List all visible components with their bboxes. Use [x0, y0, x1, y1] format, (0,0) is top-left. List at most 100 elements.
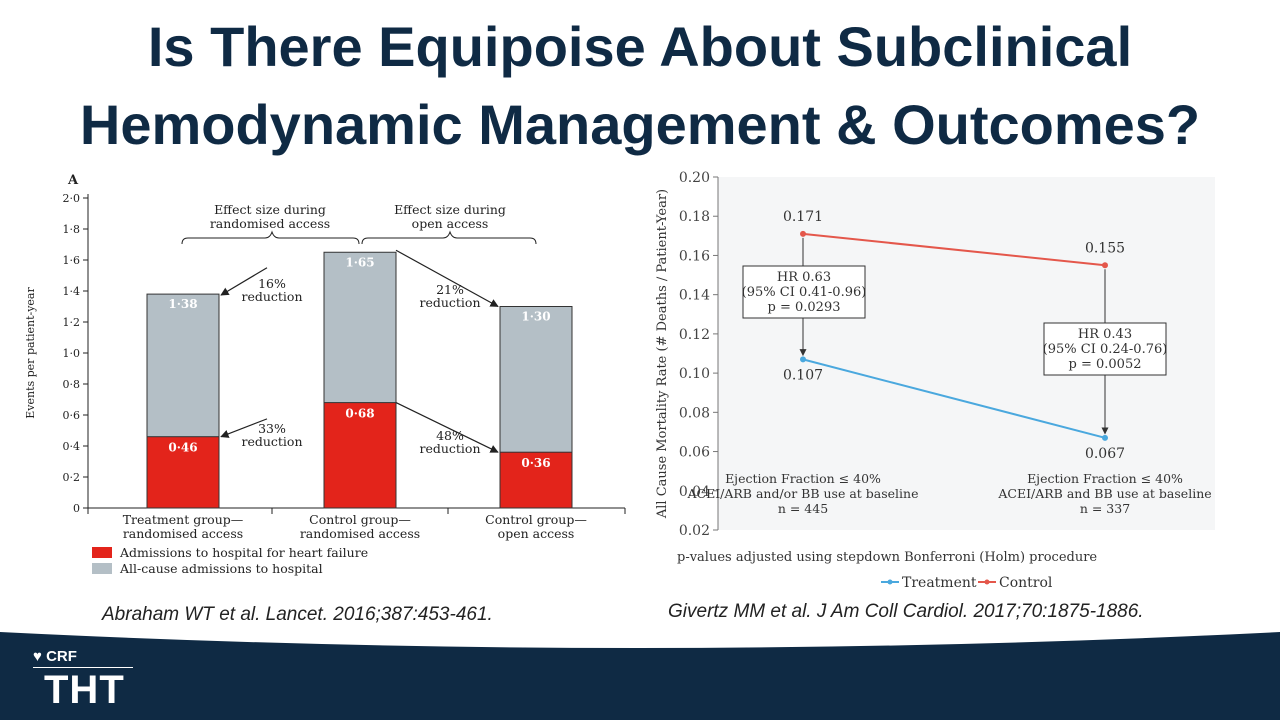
reduction-arrow: [395, 402, 499, 453]
footer-wave: [0, 632, 1280, 720]
data-label: 0.155: [1085, 240, 1125, 256]
y-tick-label: 0.08: [679, 405, 710, 421]
y-tick-label: 0·2: [63, 471, 81, 484]
x-category-label: n = 445: [778, 501, 828, 516]
x-category-label: randomised access: [123, 526, 243, 541]
hr-box-text: HR 0.63: [777, 270, 831, 285]
data-point-control: [800, 230, 806, 237]
bar-chart: A 0 0·2 0·4 0·6 0·8 1·0 1·2 1·4 1·6 1·8 2·0 Events p…: [24, 173, 626, 576]
reduction-arrow: [220, 418, 268, 438]
y-tick-label: 0.12: [679, 327, 710, 343]
x-category-label: ACEI/ARB and BB use at baseline: [997, 486, 1211, 501]
legend-swatch-heart-failure: [92, 547, 112, 558]
y-tick-label: 0.04: [679, 484, 710, 500]
y-tick-label: 0.06: [679, 445, 710, 461]
hr-box-text: HR 0.43: [1078, 327, 1132, 342]
x-category-label: randomised access: [300, 526, 420, 541]
footer-band: [0, 632, 1280, 720]
hr-box: [1043, 322, 1167, 376]
series-line-treatment: [802, 358, 1106, 439]
data-point-treatment: [1102, 434, 1108, 441]
legend-swatch-all-cause: [92, 563, 112, 574]
crf-logo: ♥ CRF: [33, 648, 77, 665]
hr-box-text: p = 0.0293: [768, 300, 841, 315]
y-tick-label: 1·2: [63, 316, 81, 329]
data-point-treatment: [800, 356, 806, 363]
reduction-annotation: 33%: [258, 421, 286, 436]
x-category-label: ACEI/ARB and/or BB use at baseline: [687, 486, 919, 501]
line-chart-panel: 0.02 0.04 0.06 0.08 0.10 0.12 0.14 0.16 0.18 0.20…: [640, 165, 1230, 600]
y-tick-label: 1·4: [63, 285, 81, 298]
bar-value-label: 1·38: [168, 297, 197, 311]
x-category-label: Ejection Fraction ≤ 40%: [1027, 471, 1183, 486]
legend-label: Control: [999, 575, 1053, 591]
reduction-arrow: [220, 267, 268, 296]
x-category-label: Control group—: [485, 512, 587, 527]
reduction-annotation: 48%: [436, 428, 464, 443]
hr-box-text: p = 0.0052: [1069, 357, 1142, 372]
x-category-label: open access: [498, 526, 575, 541]
y-tick-label: 0.02: [679, 523, 710, 539]
y-tick-label: 0.16: [679, 248, 710, 264]
group-header: open access: [412, 216, 489, 231]
y-tick-label: 0·6: [63, 409, 81, 422]
reduction-annotation: reduction: [241, 434, 302, 449]
panel-label: A: [67, 173, 79, 188]
bar-value-label: 1·65: [345, 255, 374, 269]
y-tick-label: 0.14: [679, 288, 710, 304]
group-header: Effect size during: [214, 202, 326, 217]
y-tick-label: 0.10: [679, 366, 710, 382]
bracket: [181, 230, 360, 245]
bar-value-label: 1·30: [521, 310, 550, 324]
bracket: [361, 230, 537, 245]
reduction-annotation: 16%: [258, 276, 286, 291]
bar-heart-failure: [499, 451, 573, 509]
bar-heart-failure: [323, 402, 397, 509]
legend-label: Admissions to hospital for heart failure: [119, 545, 368, 560]
footnote: p-values adjusted using stepdown Bonferr…: [677, 550, 1097, 565]
y-tick-label: 0.20: [679, 170, 710, 186]
legend-label: Treatment: [902, 575, 977, 591]
y-tick-label: 1·8: [63, 223, 81, 236]
legend-marker: [887, 579, 893, 585]
citation-right: Givertz MM et al. J Am Coll Cardiol. 201…: [668, 601, 1144, 622]
data-point-control: [1102, 262, 1108, 269]
x-category-label: Control group—: [309, 512, 411, 527]
x-category-label: n = 337: [1080, 501, 1130, 516]
y-tick-label: 0·8: [63, 378, 81, 391]
reduction-arrow: [395, 249, 499, 308]
hr-box: [742, 265, 866, 319]
bar-chart-panel: A 0 0·2 0·4 0·6 0·8 1·0 1·2 1·4 1·6 1·8 2·0 Events p…: [10, 165, 640, 585]
y-tick-label: 1·6: [63, 254, 81, 267]
series-line-control: [802, 232, 1106, 267]
crf-logo-text: CRF: [46, 648, 77, 665]
y-tick-label: 2·0: [63, 192, 81, 205]
bar-heart-failure: [146, 436, 220, 509]
y-tick-label: 0·4: [63, 440, 81, 453]
line-chart: 0.02 0.04 0.06 0.08 0.10 0.12 0.14 0.16 0.18 0.20…: [655, 170, 1215, 591]
y-axis-title: All Cause Mortality Rate (# Deaths / Pat…: [655, 189, 670, 519]
x-category-label: Treatment group—: [123, 512, 244, 527]
x-category-label: Ejection Fraction ≤ 40%: [725, 471, 881, 486]
slide-title-line-2: Hemodynamic Management & Outcomes?: [79, 93, 1201, 156]
data-label: 0.067: [1085, 446, 1125, 462]
bar-value-label: 0·36: [521, 456, 550, 470]
group-header: Effect size during: [394, 202, 506, 217]
legend-marker: [984, 579, 990, 585]
y-tick-label: 0.18: [679, 209, 710, 225]
reduction-annotation: reduction: [241, 289, 302, 304]
hr-box-text: (95% CI 0.41-0.96): [742, 285, 867, 300]
tht-logo: THT: [44, 668, 125, 712]
reduction-annotation: reduction: [419, 441, 480, 456]
y-tick-label: 1·0: [63, 347, 81, 360]
y-tick-label: 0: [73, 502, 80, 515]
group-header: randomised access: [210, 216, 330, 231]
y-axis-title: Events per patient-year: [24, 287, 37, 419]
reduction-annotation: reduction: [419, 295, 480, 310]
slide-title-line-1: Is There Equipoise About Subclinical: [147, 15, 1133, 78]
citation-left: Abraham WT et al. Lancet. 2016;387:453-4…: [102, 604, 493, 625]
bar-value-label: 0·46: [168, 441, 197, 455]
hr-box-text: (95% CI 0.24-0.76): [1043, 342, 1168, 357]
data-label: 0.171: [783, 209, 823, 225]
data-label: 0.107: [783, 367, 823, 383]
